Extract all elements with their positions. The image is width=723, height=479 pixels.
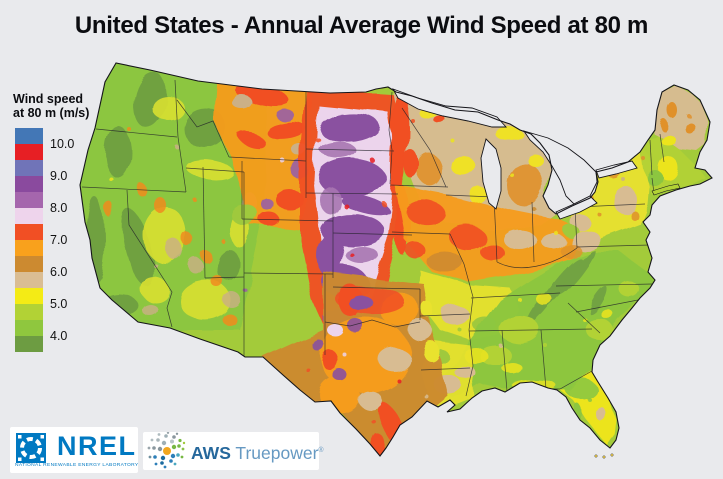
florida-keys <box>594 453 614 459</box>
legend-label-5.0: 5.0 <box>50 297 68 311</box>
aws-globe-icon <box>147 432 186 469</box>
legend-swatch-3 <box>15 176 43 192</box>
legend-swatch-6 <box>15 224 43 240</box>
legend-label-4.0: 4.0 <box>50 329 68 343</box>
legend-title: Wind speed at 80 m (m/s) <box>13 92 89 120</box>
legend-swatch-5 <box>15 208 43 224</box>
page-title: United States - Annual Average Wind Spee… <box>74 12 649 39</box>
state-borders <box>81 79 665 397</box>
lake-ontario <box>595 160 638 179</box>
aws-wordmark-bold: AWS <box>191 442 231 463</box>
legend-swatch-10 <box>15 288 43 304</box>
legend-label-10.0: 10.0 <box>50 137 75 151</box>
aws-truepower-logo-card: AWS Truepower® <box>143 432 324 470</box>
legend-swatch-7 <box>15 240 43 256</box>
legend-label-9.0: 9.0 <box>50 169 68 183</box>
aws-wordmark-light: Truepower <box>235 442 319 463</box>
legend-swatch-9 <box>15 272 43 288</box>
legend-swatch-12 <box>15 320 43 336</box>
map-fill-layer <box>80 63 712 456</box>
us-outline <box>79 62 713 457</box>
wind-speed-legend: Wind speed at 80 m (m/s) 10.0 9.0 8.0 7.0 6.… <box>0 0 120 352</box>
lake-erie <box>555 195 598 220</box>
legend-label-8.0: 8.0 <box>50 201 68 215</box>
nrel-icon <box>16 433 46 463</box>
legend-swatch-0 <box>15 128 43 144</box>
legend-swatch-column <box>15 128 43 352</box>
legend-swatch-2 <box>15 160 43 176</box>
legend-swatch-4 <box>15 192 43 208</box>
legend-title-line2: at 80 m (m/s) <box>13 106 90 120</box>
legend-title-line1: Wind speed <box>13 92 84 106</box>
aws-wordmark: AWS Truepower® <box>191 440 324 464</box>
legend-swatch-1 <box>15 144 43 160</box>
nrel-wordmark: NREL <box>57 431 137 461</box>
lake-michigan <box>480 138 502 210</box>
long-island <box>651 183 681 196</box>
nrel-logo-card: NREL NATIONAL RENEWABLE ENERGY LABORATOR… <box>10 427 138 473</box>
registered-mark: ® <box>318 447 324 454</box>
legend-label-7.0: 7.0 <box>50 233 68 247</box>
legend-swatch-11 <box>15 304 43 320</box>
legend-swatch-8 <box>15 256 43 272</box>
nrel-tagline: NATIONAL RENEWABLE ENERGY LABORATORY <box>15 463 139 468</box>
legend-swatch-13 <box>15 336 43 352</box>
legend-label-6.0: 6.0 <box>50 265 68 279</box>
